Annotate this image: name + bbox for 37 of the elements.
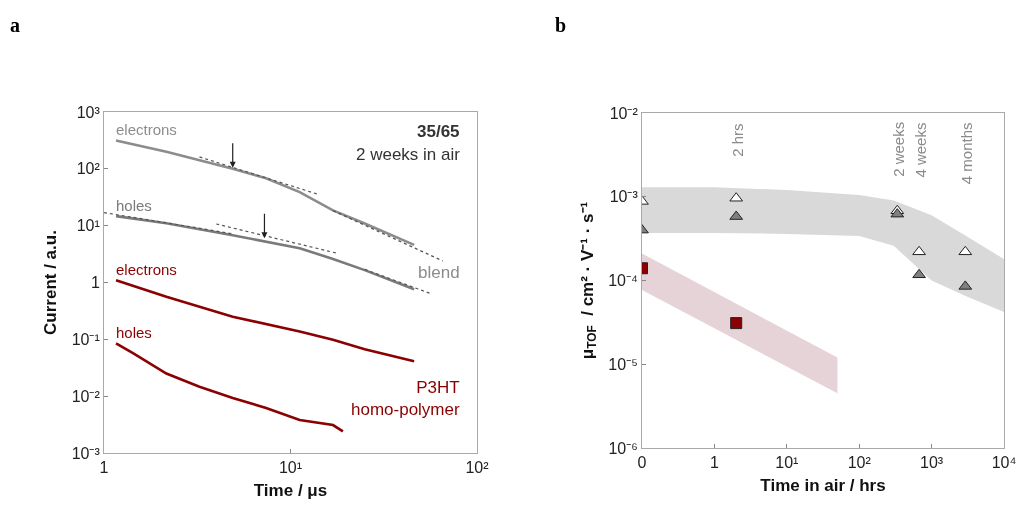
y-tick-label: 10² (76, 160, 101, 178)
y-tick-label: 10⁻³ (71, 444, 101, 462)
series-label: electrons (116, 261, 177, 278)
y-tick-label: 10⁻⁶ (608, 439, 638, 457)
x-axis-title: Time in air / hrs (760, 475, 886, 495)
y-tick-label: 10⁻⁴ (608, 272, 638, 290)
series-label: electrons (116, 121, 177, 138)
y-tick-label: 1 (90, 274, 100, 292)
y-tick-label: 10⁻⁵ (608, 355, 638, 373)
annotation: 2 weeks (890, 121, 908, 177)
series-label: holes (116, 197, 152, 214)
series-label: holes (116, 324, 152, 341)
x-tick-label: 10⁴ (991, 454, 1017, 472)
y-tick-label: 10³ (76, 103, 101, 121)
annotation: 2 hrs (729, 123, 747, 157)
chart-title: b (555, 14, 567, 36)
y-tick-label: 10⁻² (609, 104, 639, 122)
annotation: 2 weeks in air (356, 145, 461, 164)
x-axis-title: Time / μs (253, 480, 328, 500)
annotation: 4 weeks (911, 122, 929, 178)
x-tick-label: 1 (709, 454, 719, 472)
annotation: blend (418, 263, 460, 282)
y-tick-label: 10⁻³ (609, 188, 639, 206)
x-tick-label: 10¹ (775, 454, 799, 472)
y-tick-label: 10⁻² (71, 387, 101, 405)
annotation: 4 months (957, 122, 975, 185)
y-tick-label: 10⁻¹ (71, 330, 100, 348)
x-tick-label: 10¹ (278, 459, 303, 477)
annotation: P3HT homo-polymer (351, 378, 460, 420)
annotation: 35/65 (417, 122, 460, 141)
x-tick-label: 0 (637, 454, 647, 472)
x-tick-label: 10² (847, 454, 872, 472)
x-tick-label: 10³ (920, 454, 944, 472)
y-tick-label: 10¹ (76, 217, 100, 235)
x-tick-label: 10² (465, 459, 490, 477)
chart-title: a (10, 14, 20, 36)
y-axis-title: Current / a.u. (41, 230, 61, 335)
